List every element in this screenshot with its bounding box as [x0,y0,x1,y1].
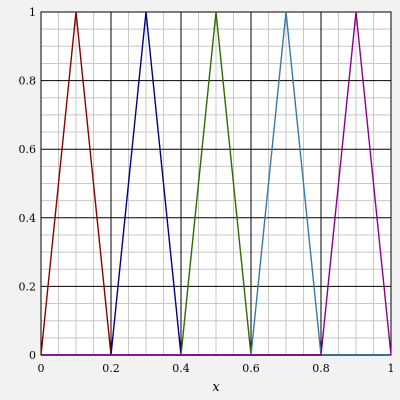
y-tick-label: 1 [29,6,36,19]
tick-labels: 0 0.2 0.4 0.6 0.8 1 0 0.2 0.4 0.6 0.8 1 [19,6,395,375]
x-tick-label: 0.8 [312,362,330,375]
x-tick-label: 1 [388,362,395,375]
y-tick-label: 0.4 [19,212,37,225]
x-axis-label: x [212,380,220,395]
y-tick-label: 0.8 [19,75,37,88]
x-tick-label: 0.2 [102,362,120,375]
series-layer [40,11,392,356]
y-tick-label: 0.6 [19,143,37,156]
x-tick-label: 0.6 [242,362,260,375]
series-line-5 [41,11,392,356]
y-tick-label: 0.2 [19,280,37,293]
x-tick-label: 0 [38,362,45,375]
x-tick-label: 0.4 [172,362,190,375]
y-tick-label: 0 [29,349,36,362]
